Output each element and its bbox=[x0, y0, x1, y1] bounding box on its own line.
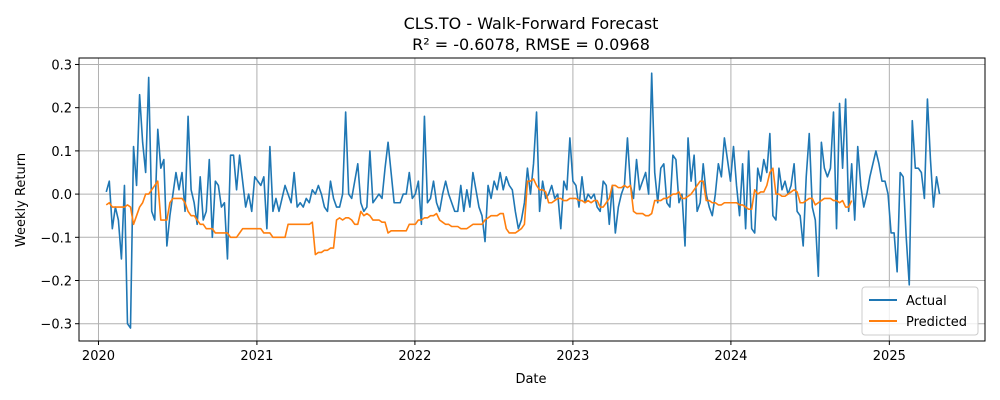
series-line-actual bbox=[105, 72, 941, 329]
x-tick-label: 2025 bbox=[873, 349, 906, 364]
legend: Actual Predicted bbox=[861, 286, 979, 336]
x-tick-label: 2023 bbox=[556, 349, 589, 364]
x-tick-label: 2021 bbox=[240, 349, 273, 364]
series-lines bbox=[105, 72, 941, 329]
y-tick-label: −0.3 bbox=[40, 318, 72, 333]
y-tick-label: 0.1 bbox=[51, 145, 72, 160]
x-axis-label: Date bbox=[515, 372, 546, 387]
y-tick-label: 0.0 bbox=[51, 188, 72, 203]
y-axis-label: Weekly Return bbox=[14, 153, 29, 247]
axis-ticks: 2020 2021 2022 2023 2024 2025 −0.3 −0.2 −0.1 0.0 0… bbox=[40, 58, 905, 364]
x-tick-label: 2024 bbox=[714, 349, 747, 364]
x-tick-label: 2020 bbox=[82, 349, 115, 364]
y-tick-label: −0.2 bbox=[40, 275, 72, 290]
plot-frame bbox=[78, 57, 986, 342]
x-tick-label: 2022 bbox=[398, 349, 431, 364]
chart-title: CLS.TO - Walk-Forward Forecast bbox=[404, 14, 659, 33]
y-tick-label: 0.3 bbox=[51, 58, 72, 73]
chart-subtitle: R² = -0.6078, RMSE = 0.0968 bbox=[412, 35, 650, 54]
y-tick-label: 0.2 bbox=[51, 102, 72, 117]
series-line-predicted bbox=[105, 167, 853, 256]
legend-label-actual: Actual bbox=[906, 294, 947, 309]
y-tick-label: −0.1 bbox=[40, 231, 72, 246]
legend-label-predicted: Predicted bbox=[906, 315, 967, 330]
